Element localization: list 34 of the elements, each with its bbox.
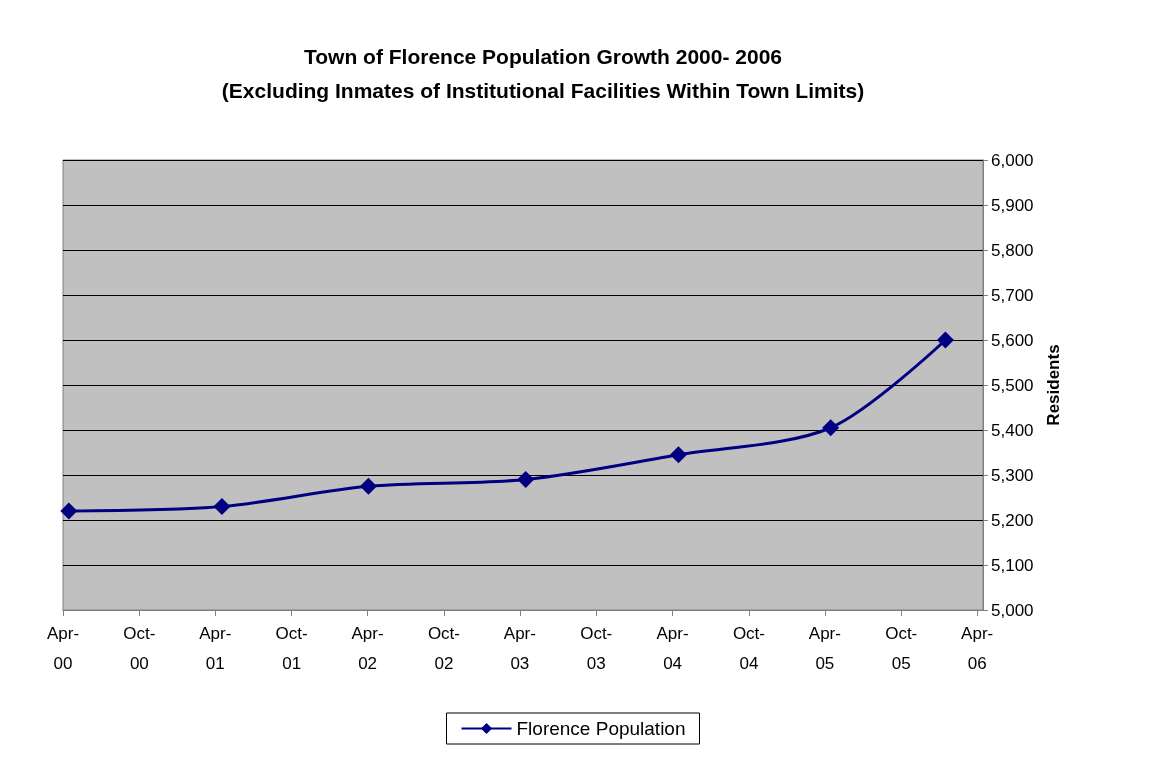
y2-tick-label: 5,800 <box>991 240 1034 260</box>
point <box>213 498 231 515</box>
x-tick-label: Apr-01 <box>199 623 232 673</box>
x-tick-label: Apr-05 <box>808 623 841 673</box>
y2-tick-label: 5,600 <box>991 330 1034 350</box>
point <box>60 502 78 520</box>
x-tick-label: Oct-04 <box>732 623 765 673</box>
chart-title: Town of Florence Population Growth 2000- 2006 (Excluding Inmates of Institutional Facilities Within Town Limits) <box>221 44 865 102</box>
x-tick-label: Apr-02 <box>351 623 384 673</box>
point <box>517 471 535 488</box>
y2-tick-label: 5,500 <box>991 375 1034 395</box>
point <box>822 419 840 437</box>
y2-tick-label: 6,000 <box>991 150 1034 170</box>
legend-label: Florence Population <box>516 718 686 739</box>
point <box>936 331 954 349</box>
x-tick-label: Oct-05 <box>885 623 918 673</box>
x-tick-label: Apr-06 <box>961 623 994 673</box>
y2-axis-title: Residents <box>1044 344 1063 426</box>
x-tick-label: Apr-03 <box>503 623 536 673</box>
y2-tick-label: 5,900 <box>991 195 1034 215</box>
y2-tick-label: 5,400 <box>991 420 1034 440</box>
y2-tick-label: 5,100 <box>991 555 1034 575</box>
y2-tick-label: 5,700 <box>991 285 1034 305</box>
y2-tick-label: 5,000 <box>991 600 1034 620</box>
point <box>359 477 377 495</box>
point <box>669 446 687 464</box>
x-tick-label: Oct-00 <box>123 623 156 673</box>
x-tick-label: Oct-01 <box>275 623 308 673</box>
x-tick-label: Apr-04 <box>656 623 689 673</box>
x-tick-label: Oct-02 <box>427 623 460 673</box>
x-tick-label: Oct-03 <box>580 623 613 673</box>
x-tick-label: Apr-00 <box>46 623 80 673</box>
y2-tick-label: 5,200 <box>991 510 1034 530</box>
y2-tick-label: 5,300 <box>991 465 1034 485</box>
